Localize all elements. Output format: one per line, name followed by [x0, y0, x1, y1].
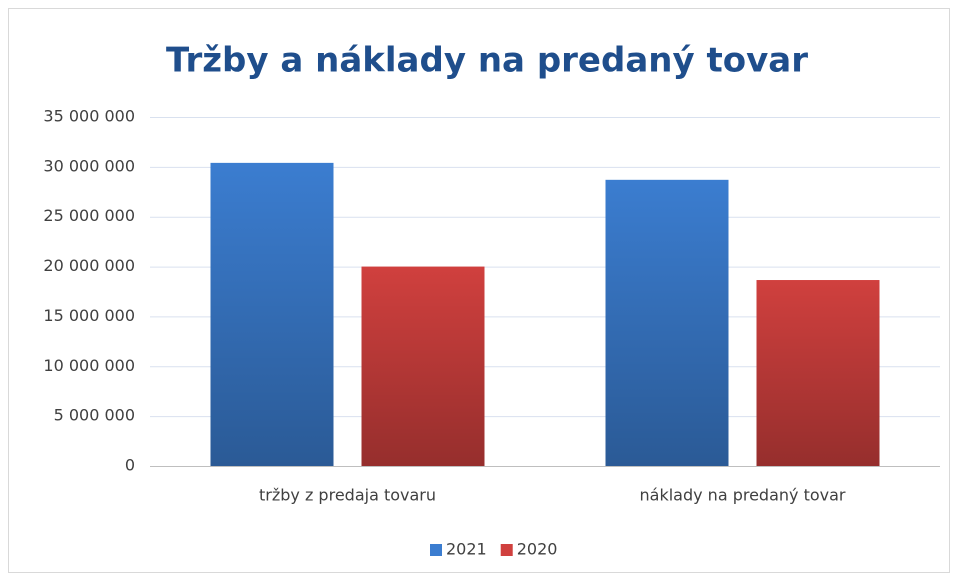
legend-swatch [430, 544, 442, 556]
legend-swatch [500, 544, 513, 556]
y-tick-label: 20 000 000 [43, 256, 135, 275]
legend-label: 2020 [517, 540, 558, 559]
bar-shade [361, 266, 485, 466]
x-tick-label: náklady na predaný tovar [640, 486, 846, 505]
y-tick-label: 25 000 000 [43, 206, 135, 225]
y-tick-label: 15 000 000 [43, 306, 135, 325]
legend-label: 2021 [446, 540, 487, 559]
bar-shade [756, 280, 880, 466]
bar-shade [605, 179, 729, 466]
chart-title: Tržby a náklady na predaný tovar [166, 41, 808, 81]
y-tick-label: 5 000 000 [54, 406, 135, 425]
y-tick-label: 30 000 000 [43, 156, 135, 175]
y-tick-label: 0 [125, 456, 135, 475]
x-tick-label: tržby z predaja tovaru [259, 486, 436, 505]
y-tick-label: 10 000 000 [43, 356, 135, 375]
y-tick-label: 35 000 000 [43, 107, 135, 126]
bar-shade [210, 162, 334, 466]
